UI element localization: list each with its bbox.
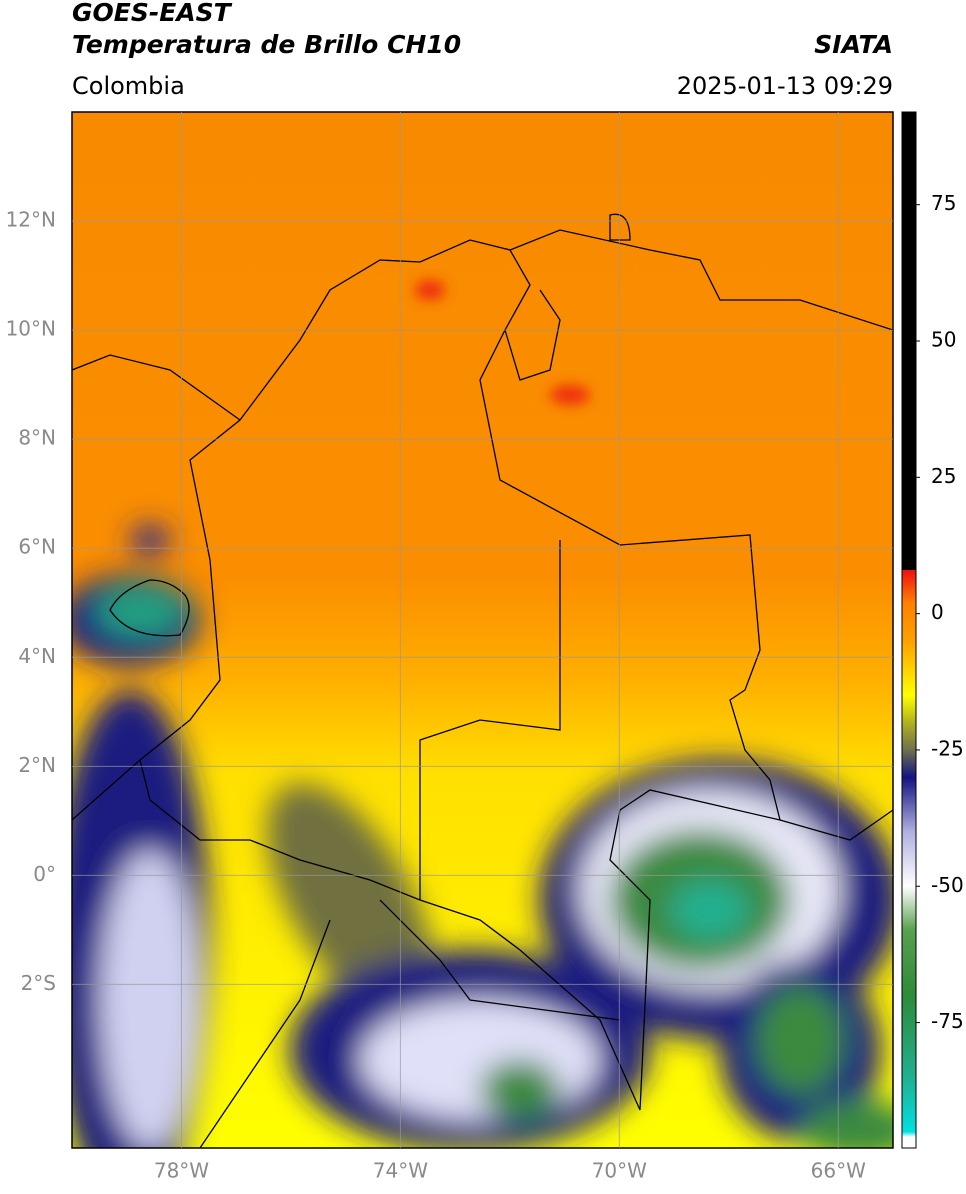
map-frame <box>71 111 894 1149</box>
x-tick-label: 66°W <box>811 1159 866 1183</box>
subtitle: Temperatura de Brillo CH10 <box>72 30 461 59</box>
y-tick-label: 4°N <box>18 644 56 668</box>
x-tick-label: 74°W <box>373 1159 428 1183</box>
colorbar-tick-label: 50 <box>931 328 956 352</box>
x-tick-label: 78°W <box>154 1159 209 1183</box>
datetime: 2025-01-13 09:29 <box>677 72 893 100</box>
title: GOES-EAST <box>72 0 233 27</box>
y-tick-label: 2°N <box>18 753 56 777</box>
colorbar-fill <box>901 111 917 1149</box>
colorbar: 75 50 25 0 -25 -50 -75 <box>901 111 964 1149</box>
region: Colombia <box>72 72 185 100</box>
y-tick-label: 10°N <box>6 317 56 341</box>
colorbar-tick-label: 25 <box>931 464 956 488</box>
y-tick-label: 0° <box>33 862 56 886</box>
ticks: 78°W 74°W 70°W 66°W 12°N 10°N 8°N 6°N 4°N 2°N 0° 2°… <box>6 208 867 1183</box>
grid <box>72 112 893 1148</box>
source: SIATA <box>814 30 893 59</box>
colorbar-tick-label: -50 <box>931 873 964 897</box>
colorbar-tick-label: 75 <box>931 191 956 215</box>
satellite-image <box>72 112 893 1148</box>
colorbar-tick-label: 0 <box>931 600 944 624</box>
y-tick-label: 8°N <box>18 426 56 450</box>
colorbar-tick-label: -75 <box>931 1009 964 1033</box>
colorbar-tick-label: -25 <box>931 736 964 760</box>
y-tick-label: 6°N <box>18 535 56 559</box>
y-tick-label: 12°N <box>6 208 56 232</box>
x-tick-label: 70°W <box>592 1159 647 1183</box>
y-tick-label: 2°S <box>21 971 56 995</box>
